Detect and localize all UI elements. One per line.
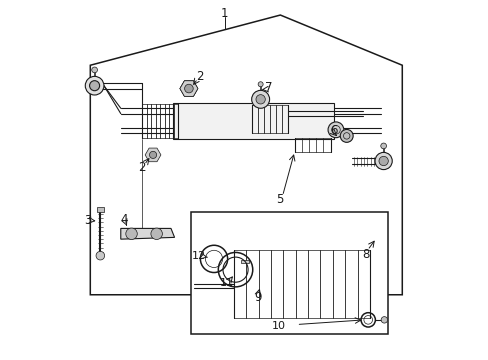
Circle shape (378, 156, 387, 166)
Bar (190, 212, 387, 334)
Polygon shape (121, 228, 174, 239)
Text: 2: 2 (196, 69, 203, 82)
Circle shape (258, 82, 263, 87)
Bar (241, 260, 248, 263)
Circle shape (380, 143, 386, 149)
Circle shape (92, 67, 97, 73)
Circle shape (251, 90, 269, 108)
Circle shape (340, 130, 352, 142)
Circle shape (85, 76, 104, 95)
Circle shape (149, 151, 156, 158)
Polygon shape (180, 81, 198, 96)
Text: 12: 12 (191, 251, 205, 261)
Text: 6: 6 (330, 124, 337, 137)
Circle shape (380, 317, 387, 323)
Circle shape (327, 122, 343, 138)
Text: 4: 4 (121, 213, 128, 226)
Text: 5: 5 (275, 193, 283, 206)
Circle shape (255, 95, 265, 104)
Text: 9: 9 (253, 291, 261, 304)
Text: 10: 10 (271, 321, 285, 331)
Circle shape (96, 251, 104, 260)
Text: 8: 8 (362, 248, 369, 261)
Text: 11: 11 (220, 278, 234, 288)
Polygon shape (172, 103, 333, 139)
Circle shape (184, 84, 193, 93)
Circle shape (151, 228, 162, 239)
Text: 3: 3 (83, 214, 91, 227)
Polygon shape (180, 81, 198, 96)
Circle shape (125, 228, 137, 239)
Polygon shape (90, 15, 402, 295)
Text: 7: 7 (264, 81, 272, 94)
Polygon shape (180, 81, 198, 96)
Circle shape (374, 152, 391, 170)
Text: 2: 2 (138, 161, 146, 174)
Circle shape (89, 81, 100, 91)
Polygon shape (145, 148, 161, 162)
Text: 1: 1 (221, 8, 228, 21)
Bar (97, 207, 104, 212)
